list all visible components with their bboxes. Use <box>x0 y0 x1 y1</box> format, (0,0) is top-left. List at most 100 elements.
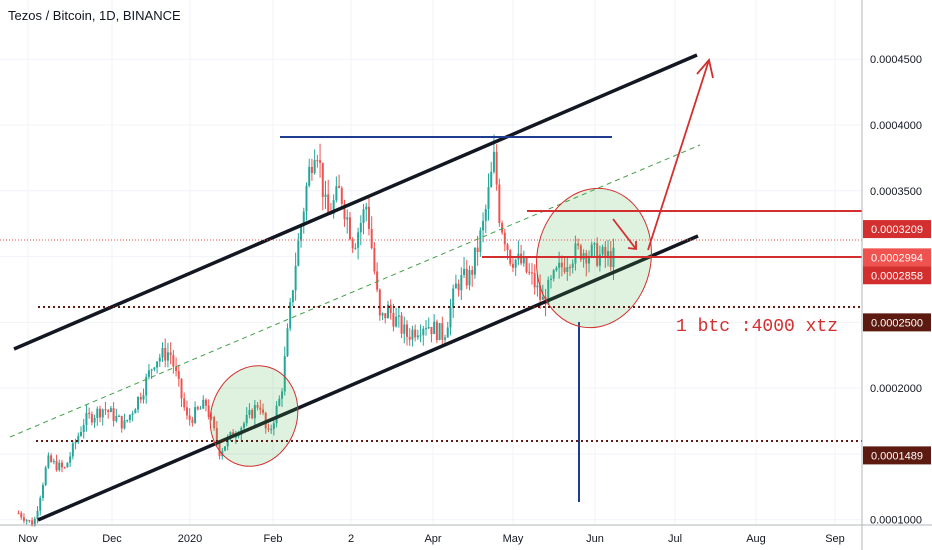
candle-body-62 <box>185 407 188 416</box>
price-tag-label-3: 0.0002500 <box>871 317 923 329</box>
candle-body-157 <box>444 337 447 340</box>
candle-body-118 <box>338 186 341 189</box>
candle-body-176 <box>495 151 498 185</box>
candle-body-5 <box>31 520 34 526</box>
candle-body-183 <box>514 259 517 268</box>
candle-body-170 <box>479 230 482 252</box>
candle-body-96 <box>278 398 281 406</box>
candle-body-4 <box>28 520 31 522</box>
candle-body-193 <box>541 296 544 300</box>
candle-body-172 <box>484 209 487 221</box>
candle-body-57 <box>172 355 175 367</box>
forecast-arrow-up <box>647 59 710 251</box>
candle-body-46 <box>142 395 145 400</box>
candle-body-168 <box>473 247 476 275</box>
candle-body-155 <box>438 323 441 340</box>
candle-body-152 <box>430 326 433 335</box>
candle-body-23 <box>79 432 82 436</box>
candle-body-141 <box>400 315 403 334</box>
candle-body-18 <box>66 462 69 468</box>
candle-body-51 <box>156 361 159 368</box>
candle-body-66 <box>196 407 199 409</box>
candle-body-177 <box>498 184 501 223</box>
candle-body-202 <box>566 267 569 272</box>
candle-body-140 <box>397 315 400 317</box>
price-tag-bg-2 <box>863 266 931 285</box>
candle-body-213 <box>596 243 599 266</box>
candle-body-197 <box>552 270 555 279</box>
candle-body-167 <box>471 270 474 275</box>
candle-body-1 <box>20 513 23 518</box>
candle-body-11 <box>47 455 50 468</box>
candle-body-30 <box>99 408 102 418</box>
candle-body-137 <box>389 304 392 314</box>
candle-body-88 <box>256 405 259 408</box>
candle-body-164 <box>463 268 466 276</box>
candle-body-203 <box>568 267 571 269</box>
candle-body-206 <box>577 243 580 246</box>
candle-body-103 <box>297 240 300 266</box>
candle-body-19 <box>69 456 72 463</box>
candle-body-3 <box>25 520 28 522</box>
candle-body-122 <box>348 217 351 240</box>
candle-body-40 <box>126 420 129 422</box>
candle-body-34 <box>109 408 112 413</box>
price-tag-label-2: 0.0002858 <box>871 270 923 282</box>
forecast-arrow-up-head <box>696 58 714 79</box>
x-tick-label-3: Feb <box>264 533 283 545</box>
candle-body-138 <box>392 313 395 327</box>
candle-body-214 <box>598 254 601 266</box>
price-tag-bg-3 <box>863 313 931 332</box>
candle-body-189 <box>530 272 533 274</box>
candle-body-125 <box>357 232 360 248</box>
candle-body-27 <box>90 414 93 423</box>
channel-upper-line <box>13 53 698 351</box>
candle-body-161 <box>454 283 457 289</box>
candle-body-109 <box>313 160 316 174</box>
candle-body-173 <box>487 187 490 210</box>
candle-body-119 <box>340 188 343 204</box>
candle-body-187 <box>525 258 528 272</box>
candle-body-171 <box>482 220 485 231</box>
candle-body-178 <box>501 222 504 233</box>
candle-body-113 <box>324 194 327 197</box>
candle-body-29 <box>96 408 99 419</box>
candle-body-71 <box>210 417 213 419</box>
candle-body-116 <box>332 200 335 215</box>
candle-body-198 <box>555 267 558 271</box>
candle-body-135 <box>384 313 387 319</box>
candle-body-43 <box>134 409 137 414</box>
candle-body-114 <box>327 194 330 213</box>
candle-body-145 <box>411 329 414 340</box>
x-tick-label-2: 2020 <box>178 533 202 545</box>
candle-body-59 <box>177 371 180 379</box>
y-tick-label-5: 0.0003500 <box>870 186 922 198</box>
candle-body-72 <box>213 417 216 429</box>
candle-body-192 <box>539 285 542 300</box>
candle-body-52 <box>158 357 161 362</box>
candle-body-180 <box>506 244 509 251</box>
candle-body-108 <box>310 166 313 174</box>
candle-body-6 <box>33 518 36 526</box>
candle-body-67 <box>199 408 202 410</box>
candle-body-26 <box>88 412 91 415</box>
candle-body-31 <box>101 409 104 418</box>
candle-body-69 <box>204 399 207 406</box>
candle-body-196 <box>549 278 552 280</box>
candle-body-85 <box>248 410 251 415</box>
candle-body-75 <box>221 450 224 457</box>
x-tick-label-7: Jun <box>586 533 604 545</box>
candle-body-218 <box>609 251 612 268</box>
y-tick-label-6: 0.0004000 <box>870 120 922 132</box>
candle-body-160 <box>452 288 455 308</box>
candle-body-212 <box>593 243 596 245</box>
candle-body-150 <box>425 328 428 330</box>
candle-body-107 <box>308 166 311 186</box>
price-tag-label-4: 0.0001489 <box>871 450 923 462</box>
price-tag-bg-0 <box>863 220 931 239</box>
candles <box>17 134 615 527</box>
candle-body-142 <box>403 324 406 334</box>
candle-body-175 <box>492 151 495 172</box>
candle-body-70 <box>207 405 210 418</box>
